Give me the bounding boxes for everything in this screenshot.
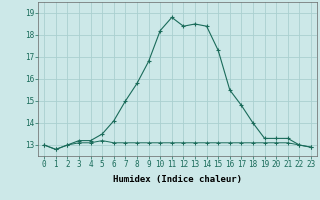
X-axis label: Humidex (Indice chaleur): Humidex (Indice chaleur) [113,175,242,184]
